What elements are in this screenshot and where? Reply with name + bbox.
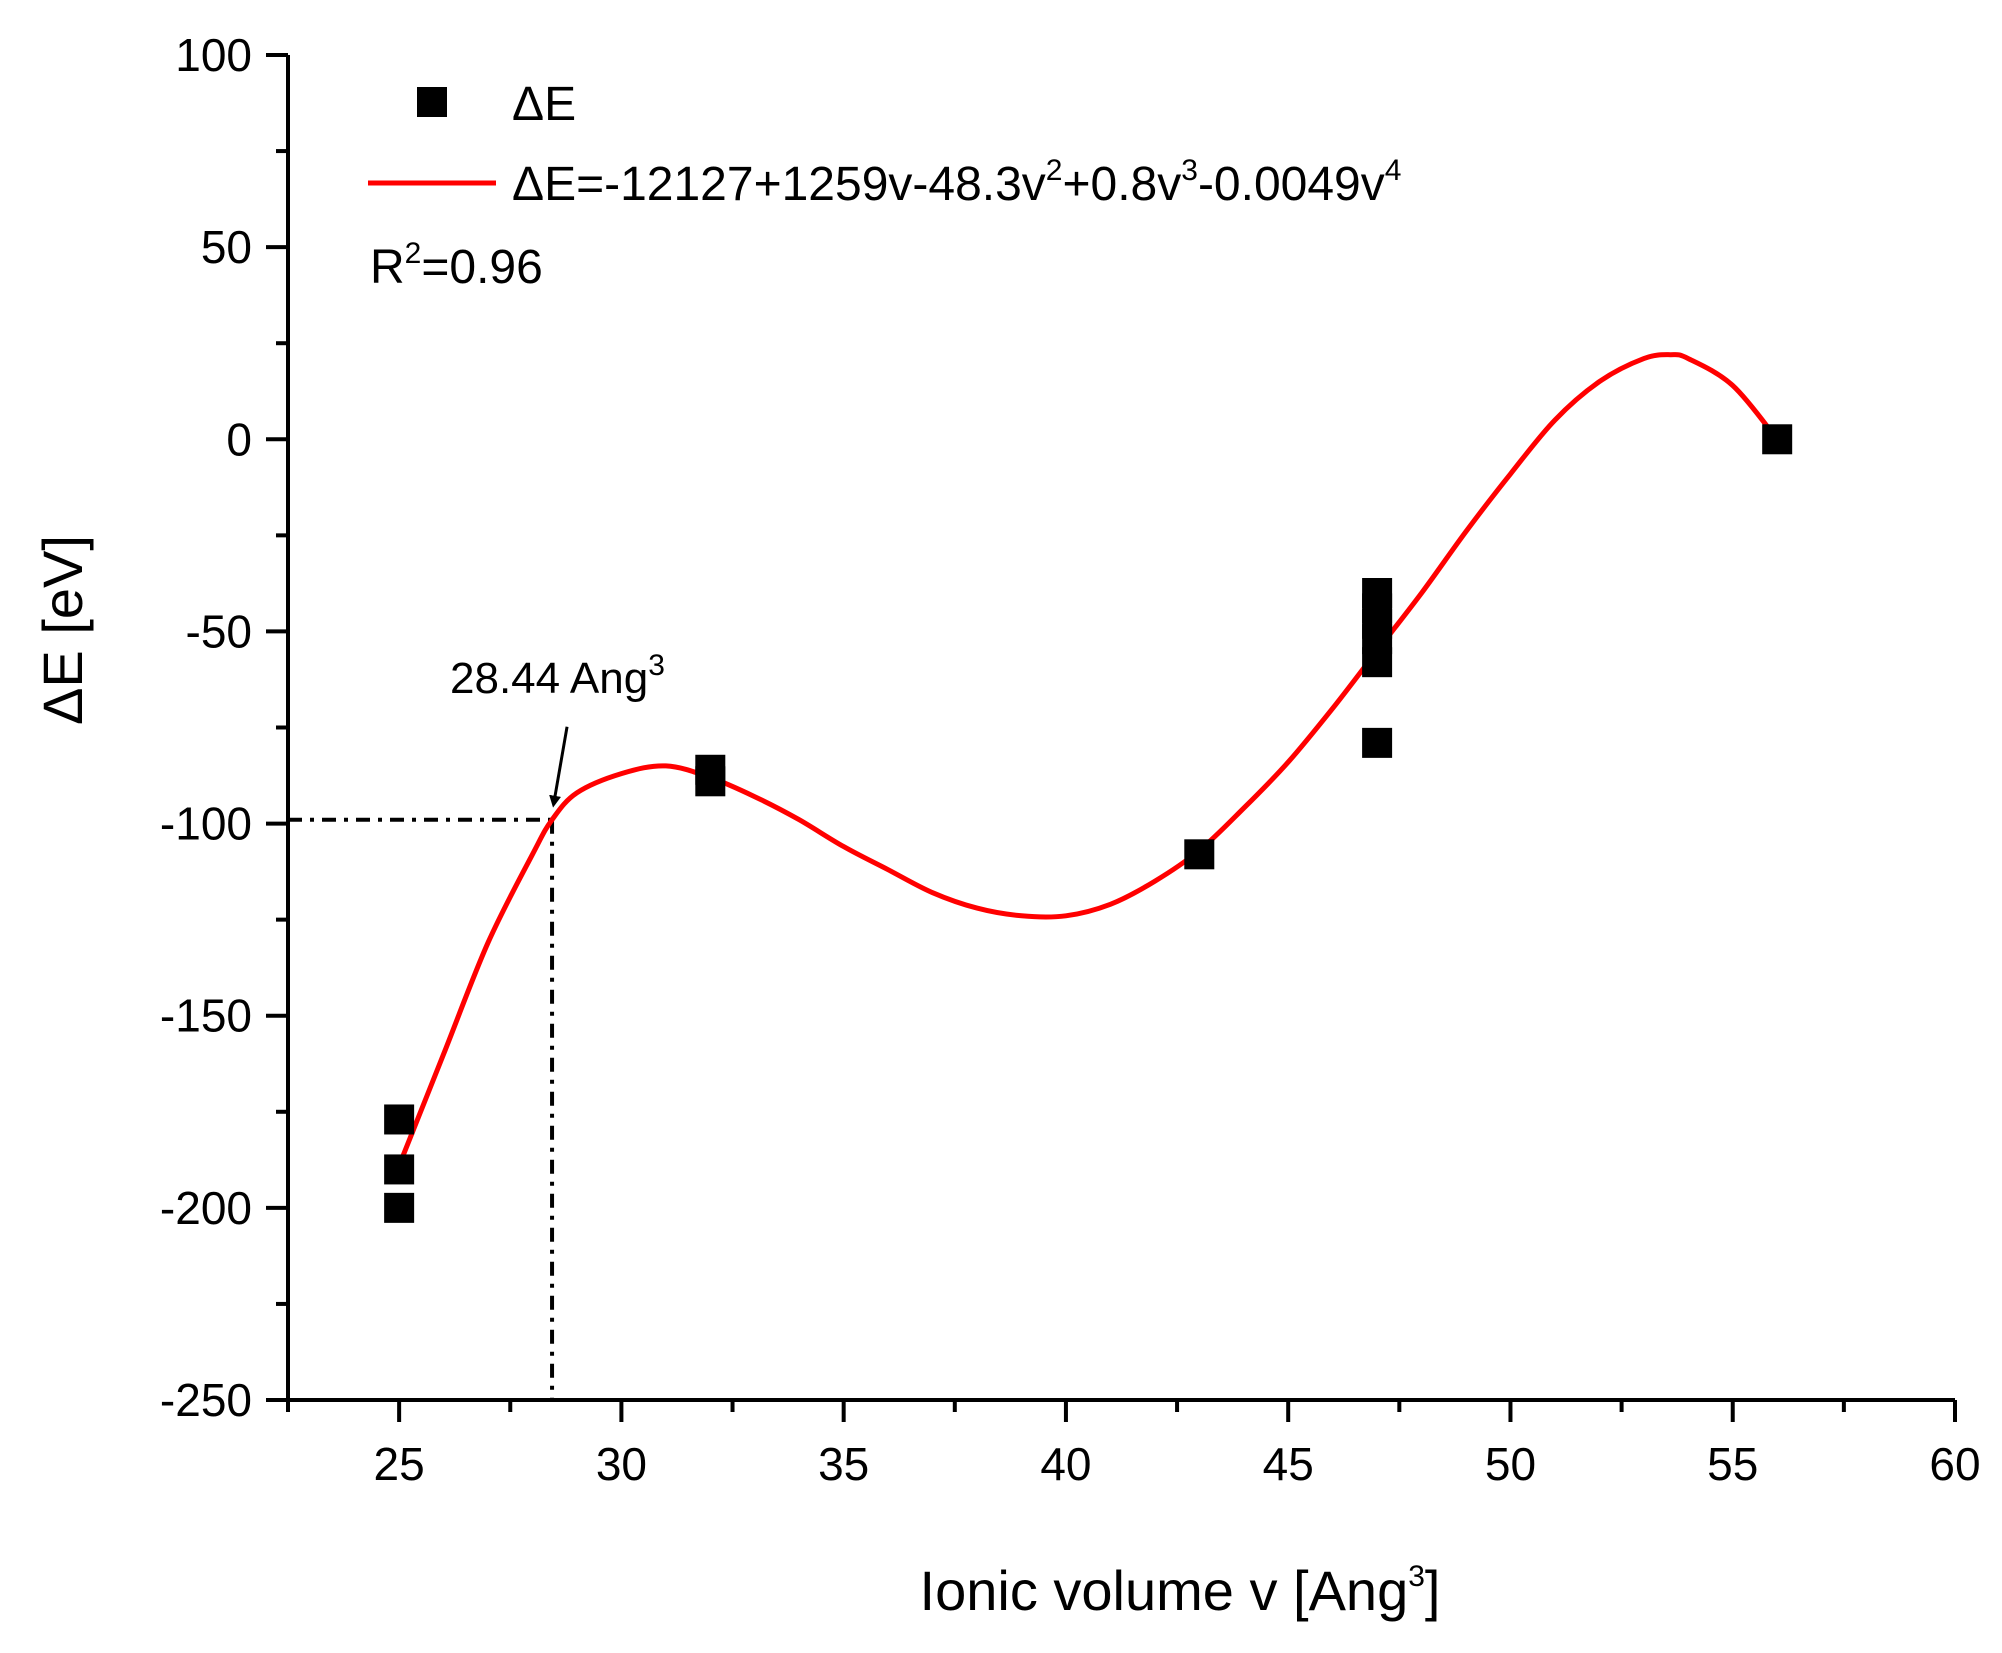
y-axis-ticks: 100 50 0 -50 -100 -150 -200 -250	[160, 29, 288, 1426]
y-tick-label: -150	[160, 990, 252, 1042]
y-tick-label: 0	[226, 413, 252, 465]
fit-curve-layer	[396, 352, 1780, 1167]
y-tick-label: 50	[201, 221, 252, 273]
x-tick-label: 45	[1263, 1438, 1314, 1490]
x-tick-label: 50	[1485, 1438, 1536, 1490]
annotation-arrow	[549, 726, 569, 808]
fit-curve	[396, 352, 1780, 1167]
annotation-guides	[288, 726, 569, 1400]
legend-fit-part: ΔE=-12127+1259v-48.3v	[512, 158, 1046, 211]
y-tick-label: 100	[175, 29, 252, 81]
legend-square-marker	[417, 87, 447, 117]
data-point	[1184, 839, 1215, 870]
scatter-points	[384, 424, 1793, 1223]
data-point	[384, 1154, 415, 1185]
x-tick-label: 35	[818, 1438, 869, 1490]
data-point	[1362, 727, 1393, 758]
data-point	[695, 766, 726, 797]
x-axis-ticks: 25 30 35 40 45 50 55 60	[286, 1400, 1981, 1490]
legend-label-delta-e: ΔE	[512, 78, 576, 131]
x-tick-label: 30	[596, 1438, 647, 1490]
legend-fit-sup: 2	[1046, 154, 1063, 187]
x-tick-label: 55	[1707, 1438, 1758, 1490]
x-axis-title: Ionic volume v [Ang3]	[920, 1559, 1441, 1622]
legend-fit-part: +0.8v	[1062, 158, 1181, 211]
y-tick-label: -50	[186, 605, 252, 657]
annotation-label: 28.44 Ang3	[450, 649, 665, 703]
y-tick-label: -200	[160, 1182, 252, 1234]
legend-fit-sup: 3	[1181, 154, 1198, 187]
data-point	[384, 1192, 415, 1223]
x-tick-label: 25	[374, 1438, 425, 1490]
y-axis-title: ΔE [eV]	[31, 535, 94, 725]
data-point	[384, 1104, 415, 1135]
r-squared-label: R2=0.96	[370, 237, 543, 294]
x-tick-label: 60	[1929, 1438, 1980, 1490]
legend-label-fit: ΔE=-12127+1259v-48.3v2+0.8v3-0.0049v4	[512, 154, 1401, 211]
x-tick-label: 40	[1040, 1438, 1091, 1490]
legend-fit-part: -0.0049v	[1198, 158, 1385, 211]
legend: ΔE ΔE=-12127+1259v-48.3v2+0.8v3-0.0049v4…	[368, 78, 1401, 294]
data-point	[1762, 424, 1793, 455]
y-tick-label: -250	[160, 1374, 252, 1426]
data-point	[1362, 647, 1393, 678]
legend-fit-sup: 4	[1385, 154, 1402, 187]
y-tick-label: -100	[160, 798, 252, 850]
